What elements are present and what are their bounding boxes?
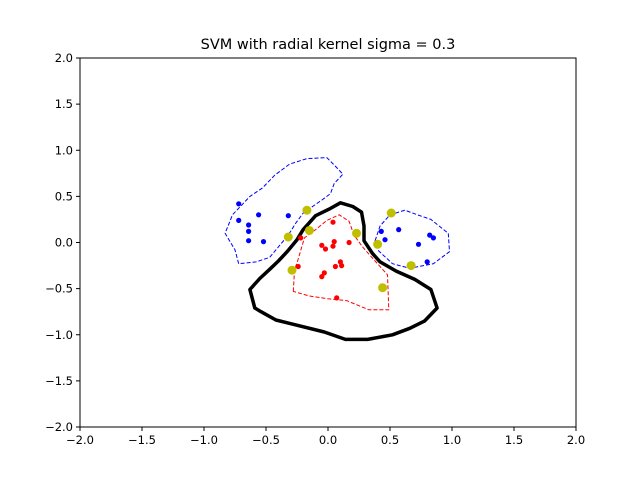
x-tick-label: −1.5 [128, 433, 156, 447]
support-vector-point [406, 261, 416, 271]
red-class-point [330, 243, 336, 249]
support-vector-point [386, 208, 396, 218]
points-layer [236, 201, 436, 301]
support-vector-point [373, 239, 383, 249]
blue-class-point [260, 239, 267, 245]
x-tick-label: 0.5 [381, 433, 399, 447]
chart-title: SVM with radial kernel sigma = 0.3 [201, 37, 456, 53]
blue-class-point [246, 228, 252, 234]
x-tick-label: 1.5 [505, 433, 523, 447]
y-tick-label: −1.5 [45, 374, 73, 388]
x-tick-label: −2.0 [66, 433, 94, 447]
blue-class-point [382, 237, 388, 243]
red-class-point [330, 219, 336, 225]
support-vector-point [378, 283, 388, 293]
red-class-point [346, 239, 352, 246]
support-vector-point [352, 228, 361, 238]
y-tick-label: 0.0 [55, 236, 73, 250]
red-class-point [321, 270, 327, 276]
blue-class-point [378, 228, 384, 234]
blue-class-point [256, 212, 262, 218]
blue-class-point [415, 241, 422, 247]
decision-boundary-line [248, 201, 439, 342]
red-class-point [331, 239, 337, 245]
margin-contour-line-4 [224, 157, 344, 265]
x-tick-label: 2.0 [567, 433, 585, 447]
y-tick-label: 1.5 [55, 97, 73, 111]
y-tick-label: 1.0 [55, 143, 73, 157]
y-tick-label: −2.0 [45, 420, 73, 434]
red-class-point [334, 295, 340, 301]
support-vector-point [304, 226, 314, 235]
blue-class-point [427, 232, 433, 238]
red-class-point [295, 263, 301, 270]
x-tick-label: −0.5 [252, 433, 280, 447]
support-vector-point [302, 205, 312, 215]
y-tick-label: 0.5 [55, 189, 73, 203]
support-vector-point [287, 265, 297, 275]
margin-contour-line-6 [292, 214, 390, 311]
blue-class-point [430, 235, 436, 241]
red-class-point [319, 274, 325, 280]
red-class-point [319, 242, 325, 248]
x-axis: −2.0 −1.5 −1.0 −0.5 0.0 0.5 1.0 1.5 2.0 [66, 427, 585, 447]
x-tick-label: −1.0 [190, 433, 218, 447]
blue-class-point [236, 217, 242, 223]
blue-class-point [246, 222, 252, 228]
blue-class-point [246, 238, 252, 244]
red-class-point [298, 235, 304, 241]
blue-class-point [285, 213, 291, 219]
y-axis: −2.0 −1.5 −1.0 −0.5 0.0 0.5 1.0 1.5 2.0 [45, 51, 80, 434]
y-tick-label: −0.5 [45, 282, 73, 296]
red-class-point [322, 246, 329, 252]
red-class-point [332, 263, 338, 270]
support-vector-point [283, 232, 293, 242]
blue-class-point [424, 259, 430, 265]
y-tick-label: −1.0 [45, 328, 73, 342]
y-tick-label: 2.0 [55, 51, 73, 65]
blue-class-point [236, 201, 242, 207]
x-tick-label: 0.0 [319, 433, 337, 447]
red-class-point [339, 263, 345, 269]
blue-class-point [396, 227, 402, 233]
x-tick-label: 1.0 [443, 433, 461, 447]
